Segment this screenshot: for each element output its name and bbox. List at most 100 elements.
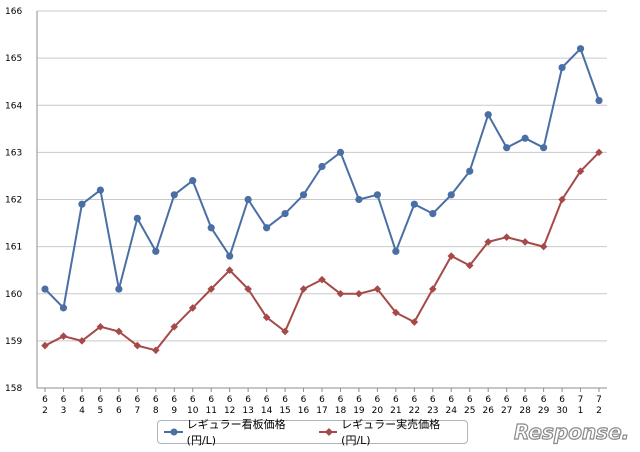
x-tick-label-day: 28 [519, 406, 531, 416]
series-2-point [262, 313, 271, 322]
x-tick-label-month: 6 [411, 395, 417, 405]
x-tick-label-day: 23 [427, 406, 438, 416]
series-2-point [576, 167, 585, 176]
legend: レギュラー看板価格(円/L) レギュラー実売価格(円/L) [157, 418, 468, 447]
x-tick-label-day: 5 [98, 406, 104, 416]
series-1-point [263, 224, 271, 232]
x-tick-label-month: 6 [42, 395, 48, 405]
x-tick-label-month: 6 [522, 395, 528, 405]
series-2-point [429, 285, 437, 293]
series-1-point [170, 191, 178, 199]
x-tick-label-day: 26 [482, 406, 494, 416]
legend-item-series-2: レギュラー実売価格(円/L) [318, 416, 462, 448]
series-2-point [336, 289, 345, 298]
series-2-point [207, 285, 215, 293]
series-1-point [59, 304, 68, 312]
x-tick-label-month: 6 [227, 395, 233, 405]
x-tick-label-month: 6 [98, 395, 104, 405]
x-tick-label-day: 2 [42, 406, 48, 416]
series-1-point [133, 214, 141, 222]
series-1-point [96, 186, 104, 194]
series-1-point [299, 191, 308, 199]
x-tick-label-month: 6 [485, 395, 491, 405]
series-2-point [78, 337, 86, 345]
series-1-point [226, 252, 234, 260]
x-tick-label-month: 6 [79, 395, 85, 405]
series-2-point [41, 341, 49, 350]
x-tick-label-month: 6 [245, 395, 251, 405]
series-1-point [78, 200, 86, 208]
y-tick-label: 160 [5, 290, 22, 300]
series-1-point [281, 210, 289, 218]
x-tick-label-month: 6 [264, 395, 270, 405]
x-tick-label-month: 6 [430, 395, 436, 405]
series-2-point [502, 233, 511, 241]
x-tick-label-day: 6 [116, 406, 122, 416]
x-tick-label-day: 30 [556, 406, 568, 416]
x-tick-label-day: 18 [335, 406, 347, 416]
series-2-point [170, 322, 179, 331]
series-1-point [595, 96, 603, 105]
series-1-point [540, 144, 548, 152]
series-1-point [484, 111, 492, 119]
series-1-point [447, 191, 455, 199]
x-tick-label-month: 6 [208, 395, 214, 405]
x-tick-label-month: 7 [578, 395, 584, 405]
series-1-point [576, 45, 585, 53]
x-tick-label-day: 27 [501, 406, 512, 416]
series-1-point [41, 285, 49, 293]
x-tick-label-day: 4 [79, 406, 85, 416]
series-1-point [410, 200, 418, 208]
series-1-point [558, 63, 566, 72]
y-axis-ticks: 158 159 160 161 162 163 164 165 166 [5, 7, 22, 394]
series-1-point [336, 148, 345, 156]
series-1-line [44, 47, 600, 309]
series-1-point [115, 285, 123, 293]
series-markers [41, 45, 603, 355]
series-1-point [429, 210, 437, 218]
x-tick-label-day: 2 [596, 406, 602, 416]
series-2-point [188, 304, 197, 312]
x-tick-label-month: 6 [171, 395, 177, 405]
series-2-point [355, 289, 363, 298]
x-tick-label-day: 16 [298, 406, 310, 416]
series-2-point [133, 341, 142, 350]
x-tick-label-month: 6 [301, 395, 307, 405]
series-2-point [447, 252, 456, 260]
series-1-point [503, 144, 511, 152]
x-tick-label-month: 6 [559, 395, 565, 405]
x-tick-label-month: 6 [467, 395, 473, 405]
series-1-point [189, 177, 197, 185]
x-tick-label-day: 29 [538, 406, 550, 416]
series-2-point [225, 266, 234, 274]
x-tick-label-day: 17 [316, 406, 327, 416]
series-1-point [355, 195, 363, 204]
series-2-point [392, 308, 400, 317]
x-tick-label-month: 6 [356, 395, 362, 405]
x-tick-label-day: 24 [446, 406, 458, 416]
x-tick-label-day: 21 [390, 406, 401, 416]
x-tick-label-day: 3 [61, 406, 67, 416]
legend-label-series-1: レギュラー看板価格(円/L) [186, 418, 286, 447]
legend-label-series-2: レギュラー実売価格(円/L) [341, 418, 441, 447]
y-tick-label: 158 [5, 384, 22, 394]
x-tick-label-month: 6 [190, 395, 196, 405]
x-tick-label-day: 13 [242, 406, 253, 416]
x-tick-label-month: 6 [504, 395, 510, 405]
series-2-point [558, 195, 566, 204]
series-2-point [318, 275, 326, 284]
x-tick-label-month: 7 [596, 395, 602, 405]
x-tick-label-day: 12 [224, 406, 235, 416]
response-logo: Response. [513, 419, 629, 444]
x-tick-label-month: 6 [448, 395, 454, 405]
y-tick-label: 165 [5, 54, 22, 64]
x-tick-label-month: 6 [338, 395, 344, 405]
x-tick-label-day: 22 [409, 406, 420, 416]
series-2-point [373, 285, 382, 293]
y-tick-label: 166 [5, 7, 22, 17]
x-tick-label-day: 10 [187, 406, 199, 416]
x-tick-label-day: 7 [134, 406, 140, 416]
watermark-text: Response. [514, 420, 629, 444]
y-tick-label: 161 [5, 243, 22, 253]
